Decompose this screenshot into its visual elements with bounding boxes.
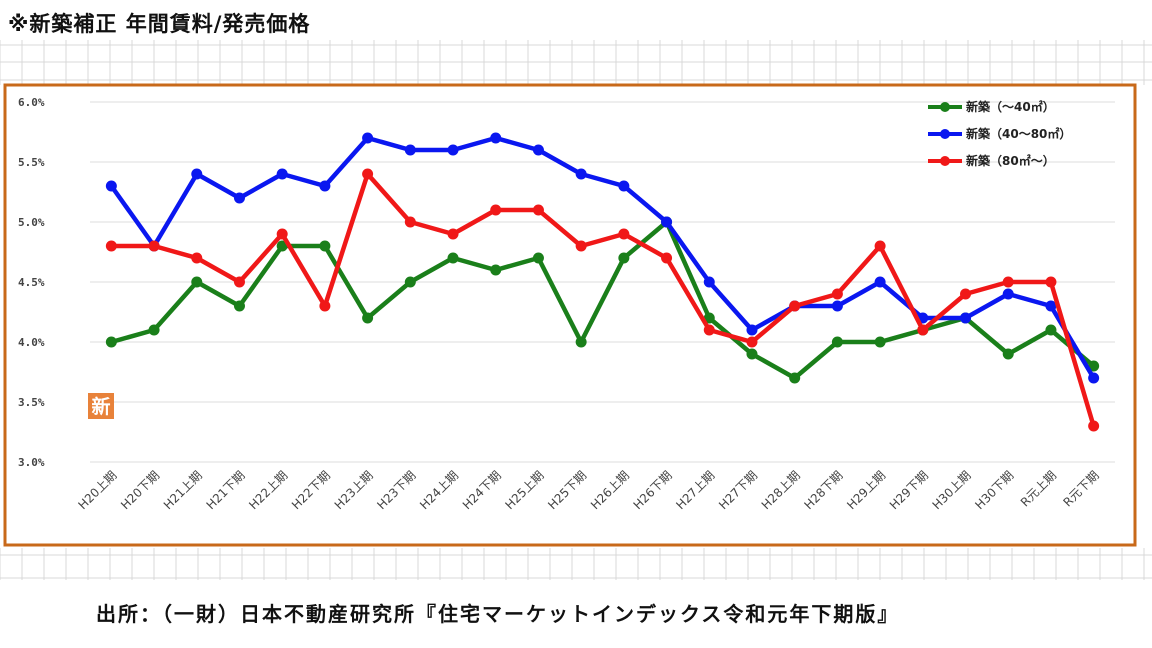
y-tick-label: 3.0% bbox=[18, 456, 45, 469]
data-point bbox=[191, 252, 203, 264]
data-point bbox=[319, 240, 331, 252]
y-tick-label: 4.0% bbox=[18, 336, 45, 349]
series-line bbox=[110, 219, 1096, 381]
data-point bbox=[960, 288, 972, 300]
y-tick-label: 5.5% bbox=[18, 156, 45, 169]
data-point bbox=[1045, 276, 1057, 288]
y-tick-label: 4.5% bbox=[18, 276, 45, 289]
new-badge-label: 新 bbox=[91, 395, 110, 418]
data-point bbox=[1002, 348, 1014, 360]
data-point bbox=[789, 372, 801, 384]
data-point bbox=[661, 252, 673, 264]
series-line bbox=[109, 135, 1096, 380]
new-badge: 新 bbox=[88, 393, 114, 419]
data-point bbox=[276, 240, 288, 252]
data-point bbox=[703, 324, 715, 336]
data-point bbox=[404, 144, 416, 156]
data-point bbox=[575, 336, 587, 348]
data-point bbox=[618, 180, 630, 192]
data-point bbox=[575, 240, 587, 252]
data-point bbox=[661, 216, 673, 228]
data-point bbox=[746, 324, 758, 336]
data-point bbox=[960, 312, 972, 324]
data-point bbox=[831, 288, 843, 300]
legend-swatch-marker bbox=[940, 156, 950, 166]
data-point bbox=[1002, 276, 1014, 288]
legend-swatch-marker bbox=[940, 129, 950, 139]
data-point bbox=[362, 312, 374, 324]
data-point bbox=[874, 240, 886, 252]
page-heading: ※新築補正 年間賃料/発売価格 bbox=[8, 12, 311, 36]
data-point bbox=[490, 132, 502, 144]
data-point bbox=[746, 348, 758, 360]
data-point bbox=[148, 240, 160, 252]
data-point bbox=[703, 276, 715, 288]
data-point bbox=[276, 168, 288, 180]
y-tick-label: 5.0% bbox=[18, 216, 45, 229]
data-point bbox=[319, 180, 331, 192]
data-point bbox=[1002, 288, 1014, 300]
data-point bbox=[532, 144, 544, 156]
data-point bbox=[1045, 300, 1057, 312]
data-point bbox=[105, 180, 117, 192]
data-point bbox=[532, 204, 544, 216]
new-badge-bg bbox=[88, 393, 114, 419]
data-point bbox=[447, 228, 459, 240]
data-point bbox=[148, 324, 160, 336]
data-point bbox=[233, 276, 245, 288]
data-point bbox=[404, 216, 416, 228]
legend-label: 新築（80㎡～） bbox=[966, 153, 1055, 168]
legend: 新築（～40㎡） 新築（40～80㎡） 新築（80㎡～） bbox=[928, 99, 1071, 168]
data-point bbox=[1088, 372, 1100, 384]
data-point bbox=[1045, 324, 1057, 336]
data-point bbox=[191, 168, 203, 180]
data-point bbox=[746, 336, 758, 348]
data-point bbox=[404, 276, 416, 288]
series-line bbox=[111, 171, 1096, 427]
data-point bbox=[789, 300, 801, 312]
data-point bbox=[447, 252, 459, 264]
legend-swatch-marker bbox=[940, 102, 950, 112]
data-point bbox=[618, 252, 630, 264]
data-point bbox=[618, 228, 630, 240]
y-axis-ticks: 3.0% 3.5% 4.0% 4.5% 5.0% 5.5% 6.0% bbox=[18, 96, 45, 469]
data-point bbox=[233, 192, 245, 204]
y-tick-label: 6.0% bbox=[18, 96, 45, 109]
legend-label: 新築（～40㎡） bbox=[966, 99, 1055, 114]
y-gridlines bbox=[90, 101, 1115, 463]
data-point bbox=[490, 204, 502, 216]
data-point bbox=[362, 168, 374, 180]
data-point bbox=[276, 228, 288, 240]
data-point bbox=[703, 312, 715, 324]
data-point bbox=[917, 324, 929, 336]
data-point bbox=[319, 300, 331, 312]
source-citation: 出所：（一財）日本不動産研究所『住宅マーケットインデックス令和元年下期版』 bbox=[96, 602, 900, 626]
data-point bbox=[575, 168, 587, 180]
data-point bbox=[874, 336, 886, 348]
data-point bbox=[532, 252, 544, 264]
data-point bbox=[233, 300, 245, 312]
data-point bbox=[490, 264, 502, 276]
data-point bbox=[1088, 360, 1100, 372]
data-point bbox=[1088, 420, 1100, 432]
data-point bbox=[191, 276, 203, 288]
series-lines bbox=[105, 132, 1100, 432]
data-point bbox=[362, 132, 374, 144]
data-point bbox=[831, 336, 843, 348]
y-tick-label: 3.5% bbox=[18, 396, 45, 409]
legend-label: 新築（40～80㎡） bbox=[966, 126, 1071, 141]
data-point bbox=[105, 336, 117, 348]
data-point bbox=[831, 300, 843, 312]
data-point bbox=[447, 144, 459, 156]
data-point bbox=[105, 240, 117, 252]
data-point bbox=[874, 276, 886, 288]
